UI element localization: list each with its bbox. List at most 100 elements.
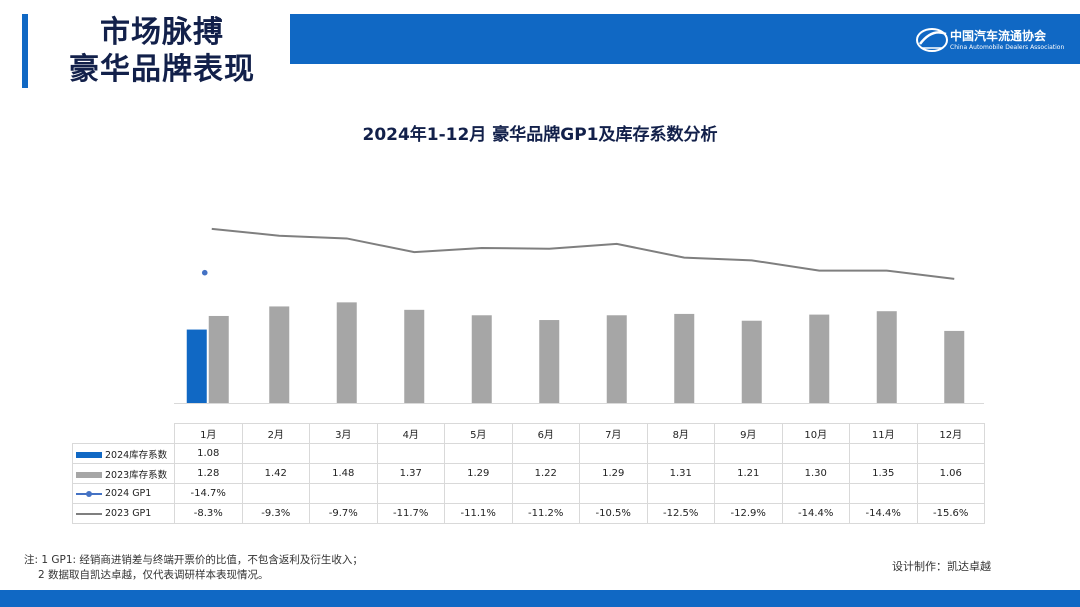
bar-2023-inventory xyxy=(741,320,762,403)
x-tick-label: 7月 xyxy=(579,423,648,444)
legend-swatch xyxy=(76,452,102,458)
bar-2023-inventory xyxy=(208,315,229,403)
data-label: 1.29 xyxy=(579,463,648,484)
bar-2023-inventory xyxy=(471,315,492,403)
bar-2023-inventory xyxy=(944,330,965,403)
table-row: 2024 GP1 -14.7% xyxy=(72,483,985,504)
data-label: 1.06 xyxy=(916,463,985,484)
bar-2023-inventory xyxy=(269,306,290,403)
legend-label: 2023 GP1 xyxy=(105,508,152,519)
data-label: -15.6% xyxy=(916,503,985,524)
x-tick-label: 3月 xyxy=(309,423,378,444)
bar-2023-inventory xyxy=(606,315,627,403)
data-label: -10.5% xyxy=(579,503,648,524)
data-label xyxy=(781,443,850,464)
legend-entry: 2023 GP1 xyxy=(72,503,175,524)
logo-name-cn: 中国汽车流通协会 xyxy=(950,29,1047,43)
point-2024-gp1 xyxy=(201,269,208,276)
x-tick-label: 12月 xyxy=(916,423,985,444)
data-label: -12.5% xyxy=(646,503,715,524)
x-tick-label: 8月 xyxy=(646,423,715,444)
section-heading: 市场脉搏 豪华品牌表现 xyxy=(34,14,290,88)
data-label xyxy=(309,483,378,504)
data-label xyxy=(646,443,715,464)
data-label xyxy=(714,483,783,504)
bar-2023-inventory xyxy=(404,309,425,403)
x-tick-label: 2月 xyxy=(241,423,310,444)
data-label xyxy=(241,483,310,504)
design-credit: 设计制作：凯达卓越 xyxy=(892,560,991,573)
bar-2024-inventory xyxy=(186,329,207,403)
data-label: 1.22 xyxy=(511,463,580,484)
section-heading-line2: 豪华品牌表现 xyxy=(69,52,255,87)
table-row: 2024库存系数 1.08 xyxy=(72,443,985,464)
data-label xyxy=(579,483,648,504)
data-label: 1.35 xyxy=(849,463,918,484)
data-label: 1.37 xyxy=(376,463,445,484)
legend-swatch xyxy=(76,490,102,497)
data-label: -11.7% xyxy=(376,503,445,524)
data-label: 1.31 xyxy=(646,463,715,484)
cada-logo-icon xyxy=(916,28,948,52)
header-band xyxy=(290,14,1080,64)
x-tick-label: 1月 xyxy=(174,423,243,444)
data-label xyxy=(511,483,580,504)
data-label xyxy=(714,443,783,464)
data-label: -11.1% xyxy=(444,503,513,524)
x-tick-label: 11月 xyxy=(849,423,918,444)
legend-entry: 2024 GP1 xyxy=(72,483,175,504)
chart-data-table: 1月 2月 3月 4月 5月 6月 7月 8月 9月 10月 11月 12月 2024库存系数 1.08 2… xyxy=(72,423,985,524)
bar-2023-inventory xyxy=(336,302,357,403)
footnote-1: 注: 1 GP1: 经销商进销差与终端开票价的比值，不包含返利及衍生收入； xyxy=(24,554,363,566)
data-label: 1.21 xyxy=(714,463,783,484)
data-label: -14.4% xyxy=(781,503,850,524)
data-label: -9.3% xyxy=(241,503,310,524)
data-label xyxy=(376,443,445,464)
legend-swatch xyxy=(76,472,102,478)
data-label: -8.3% xyxy=(174,503,243,524)
data-label xyxy=(579,443,648,464)
x-tick-label: 10月 xyxy=(781,423,850,444)
data-label: -14.7% xyxy=(174,483,243,504)
data-label xyxy=(916,483,985,504)
data-label xyxy=(309,443,378,464)
data-label: 1.30 xyxy=(781,463,850,484)
x-tick-label: 4月 xyxy=(376,423,445,444)
data-label xyxy=(646,483,715,504)
data-label xyxy=(241,443,310,464)
data-label xyxy=(444,443,513,464)
data-label: 1.29 xyxy=(444,463,513,484)
legend-label: 2023库存系数 xyxy=(105,469,168,481)
legend-entry: 2023库存系数 xyxy=(72,463,175,484)
cada-logo: 中国汽车流通协会 China Automobile Dealers Associ… xyxy=(916,24,1064,58)
data-label xyxy=(849,443,918,464)
table-corner-cell xyxy=(72,423,175,444)
footnote-2: 2 数据取自凯达卓越，仅代表调研样本表现情况。 xyxy=(38,569,269,581)
data-label: 1.08 xyxy=(174,443,243,464)
legend-swatch xyxy=(76,512,102,515)
logo-name-en: China Automobile Dealers Association xyxy=(950,44,1065,51)
data-label: -9.7% xyxy=(309,503,378,524)
data-label: -11.2% xyxy=(511,503,580,524)
data-label: -14.4% xyxy=(849,503,918,524)
legend-entry: 2024库存系数 xyxy=(72,443,175,464)
data-label: 1.42 xyxy=(241,463,310,484)
accent-bar xyxy=(22,14,28,88)
data-label: 1.48 xyxy=(309,463,378,484)
footer-band xyxy=(0,590,1080,607)
footnotes: 注: 1 GP1: 经销商进销差与终端开票价的比值，不包含返利及衍生收入； 2 … xyxy=(24,553,363,583)
data-label xyxy=(444,483,513,504)
x-tick-label: 9月 xyxy=(714,423,783,444)
legend-label: 2024库存系数 xyxy=(105,449,168,461)
data-label xyxy=(849,483,918,504)
bar-2023-inventory xyxy=(539,320,560,403)
data-label xyxy=(916,443,985,464)
legend-label: 2024 GP1 xyxy=(105,488,152,499)
table-header-row: 1月 2月 3月 4月 5月 6月 7月 8月 9月 10月 11月 12月 xyxy=(72,423,985,444)
x-tick-label: 5月 xyxy=(444,423,513,444)
table-row: 2023库存系数 1.28 1.42 1.48 1.37 1.29 1.22 1.29 1.31… xyxy=(72,463,985,484)
table-row: 2023 GP1 -8.3% -9.3% -9.7% -11.7% -11.1% -11.2… xyxy=(72,503,985,524)
data-label: 1.28 xyxy=(174,463,243,484)
